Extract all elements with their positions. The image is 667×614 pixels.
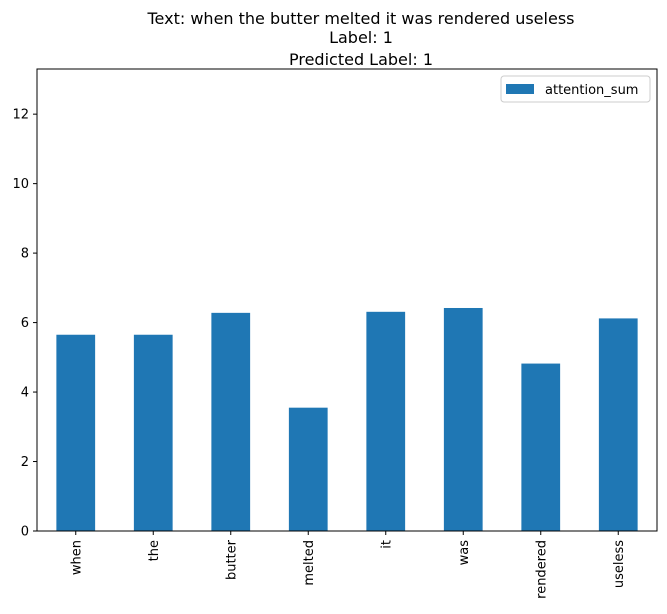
title-line-1: Text: when the butter melted it was rend… bbox=[147, 9, 575, 28]
x-tick-label-rendered: rendered bbox=[534, 540, 549, 599]
y-tick-label: 0 bbox=[21, 525, 29, 540]
legend: attention_sum bbox=[500, 75, 651, 103]
bar-butter bbox=[211, 312, 251, 531]
y-tick-label: 4 bbox=[21, 386, 29, 401]
title-line-2: Label: 1 bbox=[329, 28, 393, 47]
bar-rendered bbox=[521, 363, 561, 531]
legend-swatch bbox=[506, 84, 534, 94]
y-tick-label: 8 bbox=[21, 247, 29, 262]
bar-when bbox=[56, 334, 96, 531]
chart-title: Text: when the butter melted it was rend… bbox=[147, 9, 575, 69]
legend-label: attention_sum bbox=[545, 83, 638, 98]
bar-was bbox=[443, 307, 483, 531]
x-tick-label-the: the bbox=[147, 540, 162, 561]
x-tick-label-when: when bbox=[69, 540, 84, 575]
bar-useless bbox=[598, 318, 638, 531]
bar-melted bbox=[288, 407, 328, 531]
y-tick-label: 10 bbox=[12, 177, 29, 192]
y-tick-label: 6 bbox=[21, 316, 29, 331]
bar-the bbox=[133, 334, 173, 531]
y-tick-label: 2 bbox=[21, 455, 29, 470]
y-axis: 0 2 4 6 8 10 12 bbox=[12, 108, 37, 540]
x-tick-label-useless: useless bbox=[612, 540, 627, 588]
x-tick-label-it: it bbox=[379, 540, 394, 549]
bar-it bbox=[366, 311, 406, 531]
plot-frame bbox=[36, 68, 658, 532]
legend-box bbox=[500, 75, 651, 103]
x-tick-label-melted: melted bbox=[302, 540, 317, 586]
x-axis: when the butter melted it was rendered useless bbox=[69, 531, 627, 599]
bars-group bbox=[56, 307, 638, 531]
y-tick-label: 12 bbox=[12, 108, 29, 123]
x-tick-label-butter: butter bbox=[224, 539, 239, 580]
x-tick-label-was: was bbox=[457, 540, 472, 566]
title-line-3: Predicted Label: 1 bbox=[289, 50, 433, 69]
